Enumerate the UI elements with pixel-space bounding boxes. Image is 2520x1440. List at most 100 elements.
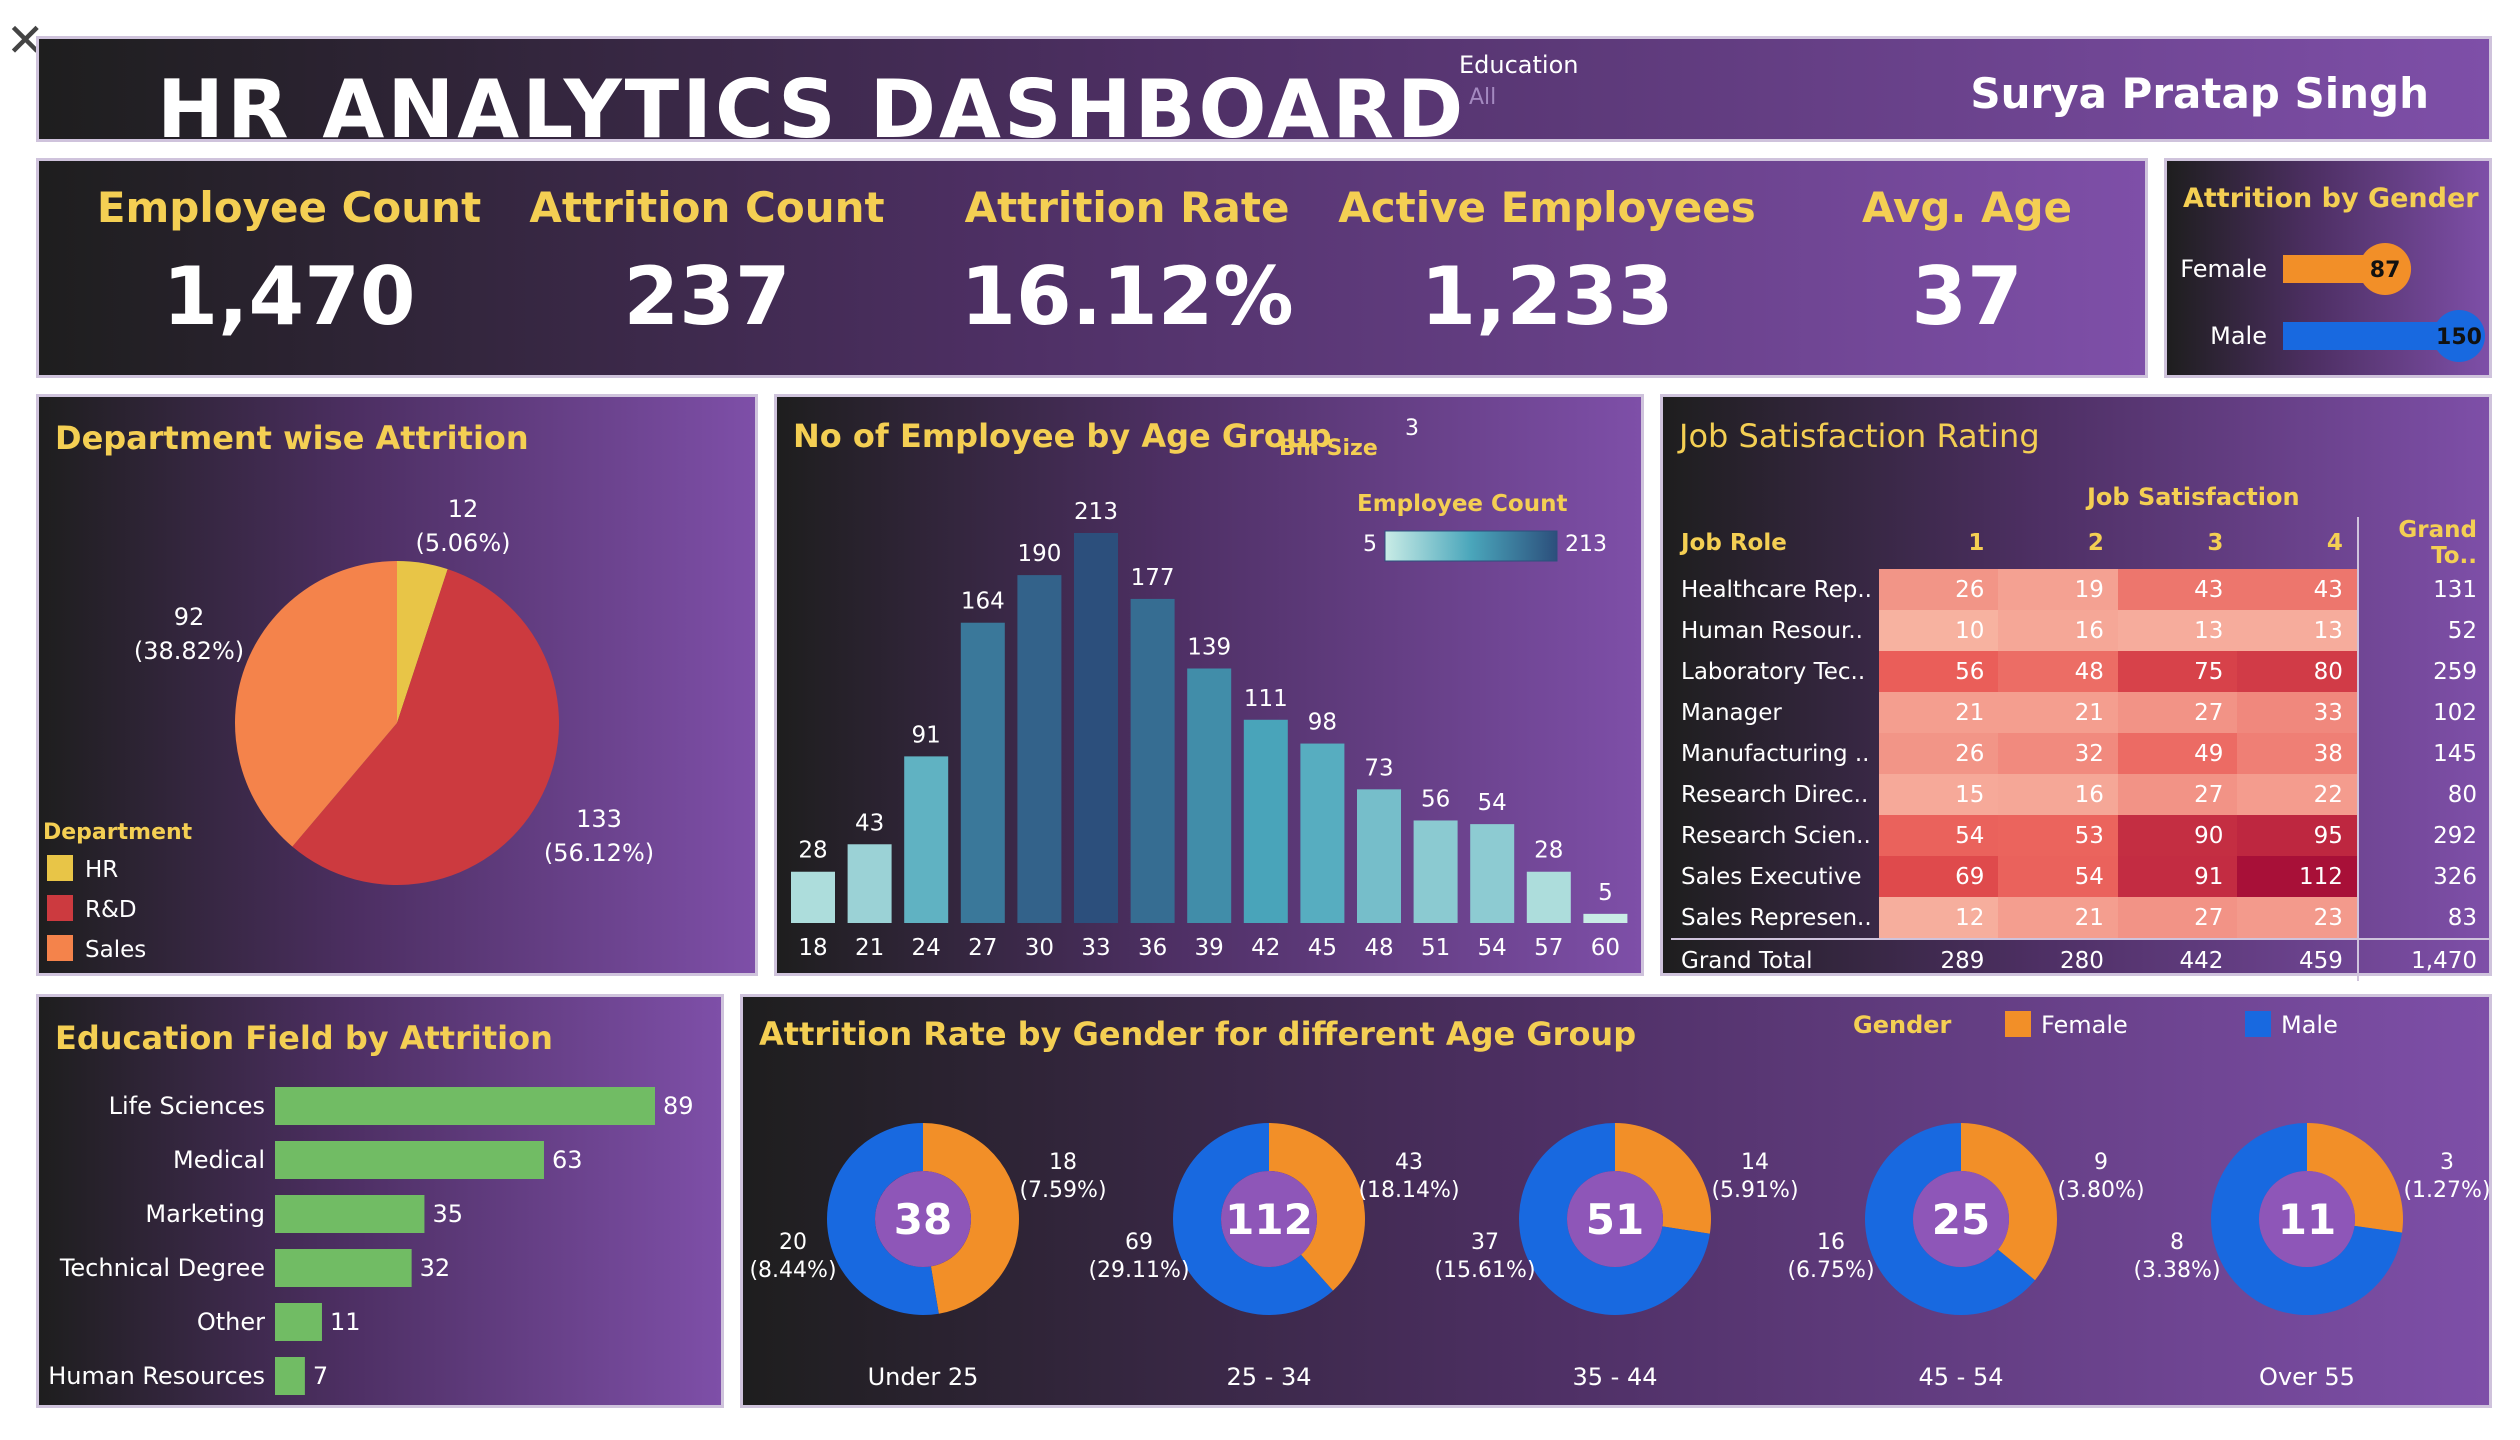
grand-total-value: 1,470 xyxy=(2356,939,2489,981)
donut-total-label: 51 xyxy=(1586,1195,1644,1244)
satisfaction-cell: 75 xyxy=(2117,651,2238,692)
color-legend-max: 213 xyxy=(1565,532,1607,557)
satisfaction-cell: 33 xyxy=(2237,692,2358,733)
gender-age-attrition-panel: Attrition Rate by Gender for different A… xyxy=(740,994,2492,1408)
donut-female-segment xyxy=(1615,1123,1711,1234)
row-total-cell: 292 xyxy=(2356,815,2489,856)
donut-center xyxy=(1567,1171,1663,1267)
age-tick-label: 21 xyxy=(855,935,884,961)
age-tick-label: 36 xyxy=(1138,935,1167,961)
pie-percent-label: (5.06%) xyxy=(416,529,511,557)
table-row: Healthcare Rep.. 26 19 43 43 131 xyxy=(1671,569,2489,610)
donut-female-value: 3 xyxy=(2440,1150,2454,1175)
age-bar-value: 164 xyxy=(961,589,1005,615)
job-role-header: Job Role xyxy=(1681,530,1787,556)
legend-swatch xyxy=(47,895,73,921)
satisfaction-cell: 27 xyxy=(2117,692,2238,733)
satisfaction-cell: 91 xyxy=(2117,856,2238,897)
row-total-cell: 80 xyxy=(2356,774,2489,815)
table-header-row: Job Role 1 2 3 4 Grand To.. xyxy=(1671,517,2489,569)
donut-female-percent: (18.14%) xyxy=(1358,1178,1459,1203)
donut-female-value: 9 xyxy=(2094,1150,2108,1175)
grand-total-cell: 459 xyxy=(2298,947,2343,974)
bin-size-label: Bin Size xyxy=(1279,436,1378,461)
satisfaction-cell: 54 xyxy=(1878,815,1999,856)
age-tick-label: 30 xyxy=(1025,935,1054,961)
age-group-bar-chart: Bin Size 3 Employee Count 5 213 28 18 43 21 91 24 1… xyxy=(791,416,1628,961)
education-bar xyxy=(275,1249,412,1287)
education-category-label: Technical Degree xyxy=(59,1254,265,1282)
age-bar xyxy=(1130,598,1175,923)
education-value-label: 89 xyxy=(663,1092,694,1120)
donut-male-segment xyxy=(1173,1123,1333,1315)
donut-male-percent: (8.44%) xyxy=(749,1258,836,1283)
age-bar-value: 98 xyxy=(1308,710,1337,736)
satisfaction-cell: 21 xyxy=(1998,692,2118,733)
satisfaction-cell: 23 xyxy=(2237,897,2358,939)
column-header: 1 xyxy=(1968,530,1985,556)
satisfaction-cell: 38 xyxy=(2237,733,2358,774)
satisfaction-cell: 54 xyxy=(1998,856,2118,897)
donut-female-percent: (3.80%) xyxy=(2057,1178,2144,1203)
gender-attrition-chart: Female 87 Male 150 xyxy=(2180,243,2485,362)
kpi-label: Attrition Count xyxy=(529,183,885,232)
donut-female-value: 18 xyxy=(1049,1150,1077,1175)
donut-center xyxy=(875,1171,971,1267)
column-header: 3 xyxy=(2207,530,2224,556)
gender-bar xyxy=(2283,322,2459,350)
kpi-attrition-count: Attrition Count 237 xyxy=(497,161,917,343)
age-tick-label: 60 xyxy=(1591,935,1620,961)
job-role-cell: Manufacturing .. xyxy=(1681,740,1870,767)
pie-value-label: 12 xyxy=(448,495,479,523)
age-bar xyxy=(791,871,835,923)
legend-female-swatch[interactable] xyxy=(2005,1011,2031,1037)
dashboard-title: HR ANALYTICS DASHBOARD xyxy=(157,63,1467,156)
job-role-cell: Research Scien.. xyxy=(1681,822,1871,849)
donut-male-percent: (29.11%) xyxy=(1088,1258,1189,1283)
age-bar xyxy=(1583,913,1628,923)
age-bar xyxy=(1300,743,1345,923)
donut-male-percent: (3.38%) xyxy=(2133,1258,2220,1283)
donut-female-percent: (1.27%) xyxy=(2403,1178,2489,1203)
age-bar xyxy=(1413,820,1458,923)
legend-male-swatch[interactable] xyxy=(2245,1011,2271,1037)
job-role-cell: Laboratory Tec.. xyxy=(1681,658,1866,685)
grand-total-cell: 289 xyxy=(1940,947,1985,974)
donut-center xyxy=(2259,1171,2355,1267)
education-category-label: Marketing xyxy=(145,1200,265,1228)
kpi-value: 1,233 xyxy=(1420,250,1674,343)
age-tick-label: 39 xyxy=(1195,935,1224,961)
age-bar-value: 28 xyxy=(1534,838,1563,864)
education-category-label: Life Sciences xyxy=(109,1092,265,1120)
donut-center xyxy=(1913,1171,2009,1267)
table-row: Human Resour.. 10 16 13 13 52 xyxy=(1671,610,2489,651)
kpi-employee-count: Employee Count 1,470 xyxy=(79,161,499,343)
age-bar xyxy=(1526,871,1571,923)
pie-value-label: 133 xyxy=(576,805,622,833)
panel-title: No of Employee by Age Group xyxy=(793,417,1332,455)
donut-total-label: 38 xyxy=(894,1195,952,1244)
age-tick-label: 54 xyxy=(1478,935,1507,961)
row-total-cell: 131 xyxy=(2356,569,2489,610)
satisfaction-cell: 26 xyxy=(1878,733,1999,774)
donut-total-label: 25 xyxy=(1932,1195,1990,1244)
gender-bar-end xyxy=(2359,243,2412,295)
table-row: Research Direc.. 15 16 27 22 80 xyxy=(1671,774,2489,815)
donut-age-group-label: 25 - 34 xyxy=(1227,1363,1312,1391)
education-filter-dropdown[interactable]: All xyxy=(1469,85,1497,110)
age-bar xyxy=(1357,789,1401,923)
satisfaction-cell: 80 xyxy=(2237,651,2358,692)
kpi-panel: Employee Count 1,470 Attrition Count 237… xyxy=(36,158,2148,378)
grand-total-label: Grand Total xyxy=(1681,947,1813,974)
donut-male-percent: (15.61%) xyxy=(1434,1258,1535,1283)
donut-female-value: 43 xyxy=(1395,1150,1423,1175)
grand-total-cell: 280 xyxy=(2059,947,2104,974)
satisfaction-cell: 53 xyxy=(1998,815,2118,856)
donut-age-group-label: 45 - 54 xyxy=(1919,1363,2004,1391)
satisfaction-cell: 13 xyxy=(2237,610,2358,651)
legend-swatch xyxy=(47,935,73,961)
education-value-label: 35 xyxy=(432,1200,463,1228)
age-tick-label: 33 xyxy=(1081,935,1110,961)
age-tick-label: 48 xyxy=(1364,935,1393,961)
satisfaction-cell: 16 xyxy=(1998,610,2118,651)
